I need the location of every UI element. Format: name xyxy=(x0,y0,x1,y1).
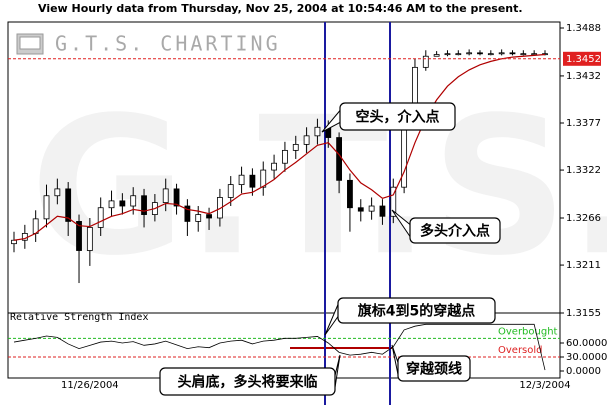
callout-pointer xyxy=(391,344,399,375)
rsi-title: Relative Strength Index xyxy=(10,312,148,323)
callout: 头肩底，多头将要来临 xyxy=(159,354,341,396)
callout-box xyxy=(409,217,501,244)
candle-body xyxy=(97,207,104,228)
callout-text: 穿越颈线 xyxy=(406,361,462,378)
callout: 多头介入点 xyxy=(391,209,501,244)
callout: 穿越颈线 xyxy=(391,344,471,382)
candle-body xyxy=(368,205,375,212)
watermark: G.T.S. xyxy=(30,76,607,297)
callout-text: 多头介入点 xyxy=(420,223,490,240)
candle-body xyxy=(130,195,137,207)
callout-box xyxy=(397,355,471,382)
y-tick-label: 1.3377 xyxy=(566,118,601,129)
y-tick-label: 1.3432 xyxy=(566,71,601,82)
candle-body xyxy=(314,126,321,137)
candle-body xyxy=(433,54,440,57)
y-tick-label: 0.0000 xyxy=(566,366,601,377)
y-tick-label: 1.3155 xyxy=(566,308,601,319)
candle-body xyxy=(173,188,180,207)
candle-body xyxy=(347,179,353,209)
callout: 旗标4到5的穿越点 xyxy=(324,297,496,336)
candle-body xyxy=(390,186,397,217)
candle-body xyxy=(422,55,429,68)
candle-body xyxy=(271,162,277,171)
candle-body xyxy=(119,200,126,207)
candle-body xyxy=(357,207,364,212)
candle-body xyxy=(195,214,202,222)
callout: 空头，介入点 xyxy=(321,102,456,133)
candle-body xyxy=(76,221,82,251)
candle-body xyxy=(509,52,516,55)
callout-text: 旗标4到5的穿越点 xyxy=(358,303,475,320)
callout-text: 头肩底，多头将要来临 xyxy=(178,374,318,391)
candle-body xyxy=(141,195,147,215)
logo-icon xyxy=(16,33,44,55)
candle-body xyxy=(162,188,169,203)
level-label: Overbought xyxy=(498,326,558,337)
candle-body xyxy=(379,205,386,217)
candle-body xyxy=(206,214,212,219)
last-price-label: 1.3452 xyxy=(566,54,601,65)
candle-body xyxy=(108,200,115,209)
candle-body xyxy=(336,137,343,181)
last-price-box xyxy=(563,51,601,66)
candle-body xyxy=(184,205,191,222)
candle-body xyxy=(531,53,538,56)
y-tick-label: 60.0000 xyxy=(566,338,607,349)
y-tick-label: 1.3322 xyxy=(566,165,601,176)
callout-pointer xyxy=(324,304,339,336)
candle-body xyxy=(54,188,61,197)
rsi-line xyxy=(13,323,546,371)
callout-text: 空头，介入点 xyxy=(356,109,440,126)
candle-body xyxy=(520,53,527,56)
candle-body xyxy=(498,52,505,55)
candle-body xyxy=(238,174,245,186)
candle-body xyxy=(303,135,310,145)
candle-body xyxy=(477,52,483,55)
x-tick-label: 11/26/2004 xyxy=(61,380,119,391)
candle-body xyxy=(282,149,288,164)
callout-box xyxy=(339,102,456,131)
candle-body xyxy=(444,53,451,56)
callout-pointer xyxy=(334,354,341,388)
candle-body xyxy=(260,169,267,188)
title: View Hourly data from Thursday, Nov 25, … xyxy=(38,2,523,15)
x-tick-label: 12/3/2004 xyxy=(519,380,570,391)
candle-body xyxy=(249,174,256,188)
candle-body xyxy=(65,188,72,222)
y-tick-label: 1.3266 xyxy=(566,213,601,224)
callout-box xyxy=(337,297,496,324)
candle-body xyxy=(487,53,494,56)
y-tick-label: 1.3211 xyxy=(566,260,601,271)
level-label: Oversold xyxy=(498,345,543,356)
y-tick-label: 1.3488 xyxy=(566,23,601,34)
candle-body xyxy=(466,52,473,55)
candle-body xyxy=(43,195,50,220)
candle-body xyxy=(292,143,299,151)
moving-average xyxy=(13,53,546,241)
candle-body xyxy=(216,197,223,219)
candle-body xyxy=(86,227,93,251)
candle-body xyxy=(227,184,234,198)
logo: G.T.S. CHARTING xyxy=(55,32,281,56)
candle-body xyxy=(11,239,17,245)
candle-body xyxy=(455,53,462,56)
y-tick-label: 30.0000 xyxy=(566,352,607,363)
callout-box xyxy=(159,367,336,396)
candle-body xyxy=(32,218,39,234)
